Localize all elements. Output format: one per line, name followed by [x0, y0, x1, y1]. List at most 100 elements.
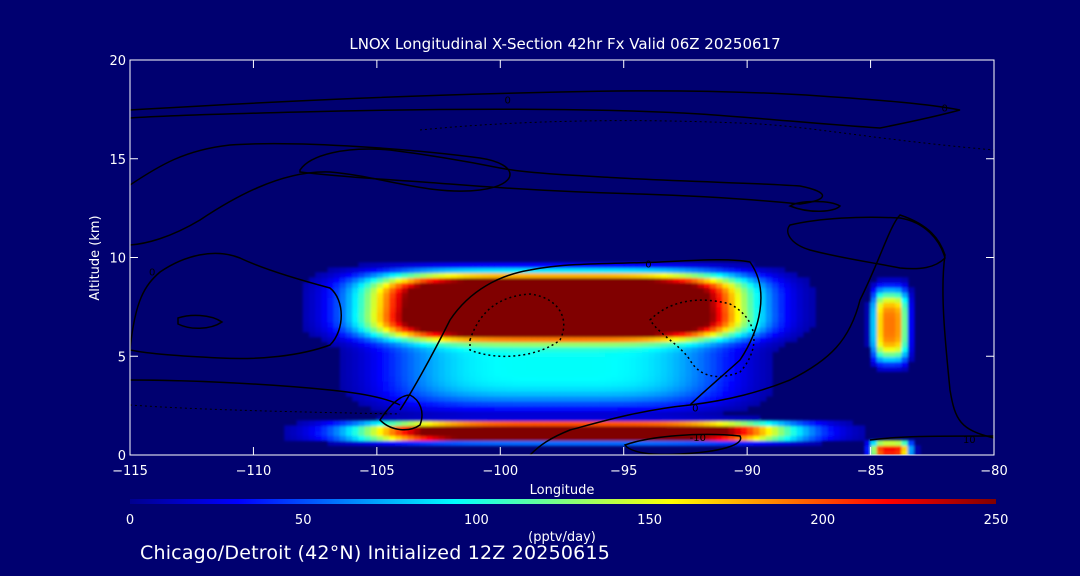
- heatmap-cell: [765, 380, 773, 387]
- heatmap-cell: [747, 420, 755, 427]
- heatmap-cell: [913, 450, 921, 455]
- heatmap-cell: [383, 376, 390, 382]
- heatmap-cell: [648, 292, 656, 298]
- heatmap-cell: [339, 311, 347, 318]
- heatmap-cell: [703, 267, 711, 274]
- heatmap-cell: [568, 380, 576, 387]
- heatmap-cell: [469, 311, 477, 318]
- heatmap-cell: [784, 272, 792, 279]
- heatmap-cell: [889, 366, 897, 372]
- heatmap-cell: [895, 311, 903, 318]
- heatmap-cell: [759, 420, 767, 427]
- heatmap-cell: [642, 380, 650, 387]
- contour-label: -10: [690, 433, 706, 444]
- heatmap-cell: [518, 356, 526, 362]
- heatmap-cell: [407, 341, 415, 348]
- heatmap-cell: [487, 321, 495, 328]
- heatmap-cell: [438, 400, 446, 407]
- heatmap-cell: [784, 301, 792, 308]
- heatmap-cell: [383, 262, 390, 269]
- heatmap-cell: [555, 440, 563, 446]
- heatmap-cell: [531, 277, 539, 283]
- heatmap-cell: [376, 400, 384, 407]
- heatmap-cell: [697, 351, 705, 358]
- heatmap-cell: [654, 316, 662, 323]
- heatmap-cell: [463, 267, 471, 274]
- heatmap-cell: [697, 301, 705, 308]
- heatmap-cell: [339, 297, 347, 303]
- heatmap-cell: [389, 336, 397, 343]
- heatmap-cell: [716, 311, 724, 318]
- heatmap-cell: [771, 336, 779, 343]
- heatmap-cell: [679, 311, 687, 318]
- heatmap-cell: [420, 311, 428, 318]
- heatmap-cell: [512, 267, 520, 274]
- heatmap-cell: [518, 297, 526, 303]
- heatmap-cell: [685, 371, 693, 377]
- heatmap-cell: [574, 272, 582, 279]
- heatmap-cell: [617, 262, 625, 269]
- heatmap-cell: [716, 306, 724, 313]
- heatmap-cell: [512, 277, 520, 283]
- heatmap-cell: [494, 371, 502, 377]
- heatmap-cell: [524, 390, 532, 397]
- heatmap-cell: [346, 361, 353, 367]
- heatmap-cell: [531, 415, 539, 422]
- heatmap-cell: [568, 400, 576, 407]
- heatmap-cell: [703, 405, 711, 412]
- heatmap-cell: [383, 395, 390, 402]
- heatmap-cell: [740, 262, 748, 269]
- heatmap-cell: [383, 390, 390, 397]
- heatmap-cell: [376, 430, 384, 437]
- heatmap-cell: [457, 321, 465, 328]
- heatmap-cell: [555, 410, 563, 417]
- heatmap-cell: [901, 356, 909, 362]
- heatmap-cell: [623, 385, 631, 392]
- heatmap-cell: [666, 405, 674, 412]
- heatmap-cell: [895, 361, 903, 367]
- heatmap-cell: [555, 297, 563, 303]
- heatmap-cell: [494, 380, 502, 387]
- heatmap-cell: [315, 316, 323, 323]
- heatmap-cell: [568, 390, 576, 397]
- heatmap-cell: [395, 277, 403, 283]
- heatmap-cell: [882, 287, 890, 293]
- heatmap-cell: [882, 326, 890, 333]
- heatmap-cell: [321, 425, 329, 432]
- y-tick-label: 10: [109, 252, 126, 267]
- heatmap-cell: [592, 292, 600, 298]
- heatmap-cell: [740, 311, 748, 318]
- heatmap-cell: [734, 282, 742, 288]
- heatmap-cell: [802, 287, 810, 293]
- heatmap-cell: [506, 380, 514, 387]
- heatmap-cell: [420, 435, 428, 441]
- heatmap-cell: [778, 311, 785, 318]
- heatmap-cell: [333, 440, 341, 446]
- heatmap-cell: [685, 346, 693, 353]
- heatmap-cell: [339, 380, 347, 387]
- heatmap-cell: [716, 366, 724, 372]
- heatmap-cell: [401, 415, 409, 422]
- heatmap-cell: [617, 440, 625, 446]
- heatmap-cell: [710, 311, 718, 318]
- heatmap-cell: [740, 366, 748, 372]
- heatmap-cell: [778, 287, 785, 293]
- heatmap-cell: [673, 420, 681, 427]
- heatmap-cell: [753, 415, 761, 422]
- heatmap-cell: [494, 316, 502, 323]
- heatmap-cell: [703, 395, 711, 402]
- heatmap-cell: [389, 371, 397, 377]
- heatmap-cell: [543, 351, 551, 358]
- heatmap-cell: [568, 346, 576, 353]
- heatmap-cell: [611, 410, 619, 417]
- heatmap-cell: [858, 435, 866, 441]
- heatmap-cell: [376, 297, 384, 303]
- heatmap-cell: [605, 301, 613, 308]
- heatmap-cell: [413, 316, 421, 323]
- heatmap-cell: [722, 336, 730, 343]
- heatmap-cell: [580, 287, 588, 293]
- heatmap-cell: [401, 297, 409, 303]
- heatmap-cell: [469, 356, 477, 362]
- heatmap-cell: [759, 292, 767, 298]
- heatmap-cell: [549, 356, 557, 362]
